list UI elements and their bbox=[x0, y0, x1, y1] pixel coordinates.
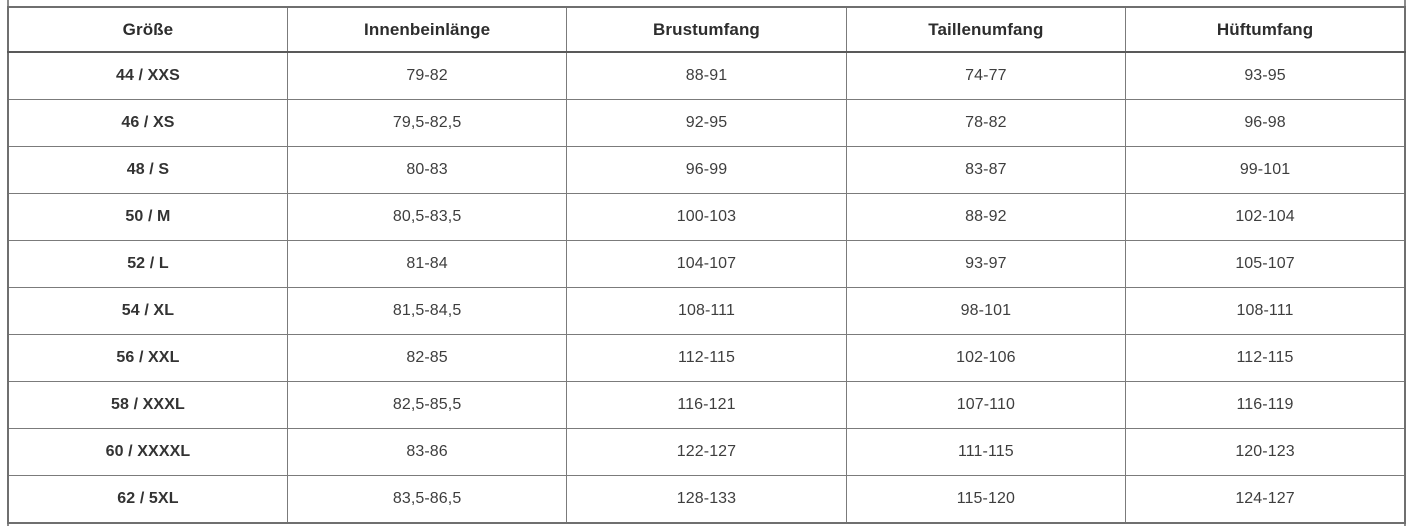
size-cell: 50 / M bbox=[7, 193, 288, 241]
value-cell: 88-92 bbox=[845, 193, 1127, 241]
value-cell: 82,5-85,5 bbox=[286, 381, 568, 429]
value-cell: 112-115 bbox=[566, 334, 847, 382]
value-cell: 96-98 bbox=[1125, 99, 1406, 147]
size-cell: 48 / S bbox=[7, 146, 288, 194]
value-cell: 108-111 bbox=[566, 287, 847, 335]
value-cell: 80-83 bbox=[286, 146, 568, 194]
value-cell: 88-91 bbox=[566, 51, 847, 100]
value-cell: 124-127 bbox=[1125, 475, 1406, 524]
size-cell: 58 / XXXL bbox=[7, 381, 288, 429]
table-row: 44 / XXS 79-82 88-91 74-77 93-95 bbox=[7, 51, 1406, 100]
value-cell: 111-115 bbox=[845, 428, 1127, 476]
size-cell: 46 / XS bbox=[7, 99, 288, 147]
value-cell: 116-119 bbox=[1125, 381, 1406, 429]
column-header-innenbeinlaenge: Innenbeinlänge bbox=[286, 6, 568, 53]
value-cell: 79,5-82,5 bbox=[286, 99, 568, 147]
value-cell: 83-87 bbox=[845, 146, 1127, 194]
value-cell: 108-111 bbox=[1125, 287, 1406, 335]
table-row: 46 / XS 79,5-82,5 92-95 78-82 96-98 bbox=[7, 99, 1406, 147]
table-row: 58 / XXXL 82,5-85,5 116-121 107-110 116-119 bbox=[7, 381, 1406, 429]
value-cell: 115-120 bbox=[845, 475, 1127, 524]
value-cell: 82-85 bbox=[286, 334, 568, 382]
value-cell: 92-95 bbox=[566, 99, 847, 147]
value-cell: 83,5-86,5 bbox=[286, 475, 568, 524]
table-row: 54 / XL 81,5-84,5 108-111 98-101 108-111 bbox=[7, 287, 1406, 335]
value-cell: 81-84 bbox=[286, 240, 568, 288]
value-cell: 93-97 bbox=[845, 240, 1127, 288]
value-cell: 102-104 bbox=[1125, 193, 1406, 241]
value-cell: 105-107 bbox=[1125, 240, 1406, 288]
value-cell: 120-123 bbox=[1125, 428, 1406, 476]
column-header-brustumfang: Brustumfang bbox=[566, 6, 847, 53]
size-chart-header: Größe Innenbeinlänge Brustumfang Taillen… bbox=[7, 6, 1406, 53]
size-cell: 56 / XXL bbox=[7, 334, 288, 382]
value-cell: 98-101 bbox=[845, 287, 1127, 335]
value-cell: 74-77 bbox=[845, 51, 1127, 100]
value-cell: 112-115 bbox=[1125, 334, 1406, 382]
value-cell: 128-133 bbox=[566, 475, 847, 524]
value-cell: 96-99 bbox=[566, 146, 847, 194]
value-cell: 83-86 bbox=[286, 428, 568, 476]
size-cell: 54 / XL bbox=[7, 287, 288, 335]
value-cell: 116-121 bbox=[566, 381, 847, 429]
header-row: Größe Innenbeinlänge Brustumfang Taillen… bbox=[7, 6, 1406, 53]
size-chart-table: Größe Innenbeinlänge Brustumfang Taillen… bbox=[7, 6, 1406, 524]
value-cell: 79-82 bbox=[286, 51, 568, 100]
size-chart-body: 44 / XXS 79-82 88-91 74-77 93-95 46 / XS 79,5-… bbox=[7, 51, 1406, 524]
size-cell: 52 / L bbox=[7, 240, 288, 288]
value-cell: 122-127 bbox=[566, 428, 847, 476]
size-cell: 62 / 5XL bbox=[7, 475, 288, 524]
size-cell: 60 / XXXXL bbox=[7, 428, 288, 476]
table-row: 56 / XXL 82-85 112-115 102-106 112-115 bbox=[7, 334, 1406, 382]
value-cell: 100-103 bbox=[566, 193, 847, 241]
value-cell: 102-106 bbox=[845, 334, 1127, 382]
value-cell: 81,5-84,5 bbox=[286, 287, 568, 335]
value-cell: 107-110 bbox=[845, 381, 1127, 429]
value-cell: 80,5-83,5 bbox=[286, 193, 568, 241]
value-cell: 93-95 bbox=[1125, 51, 1406, 100]
table-row: 62 / 5XL 83,5-86,5 128-133 115-120 124-127 bbox=[7, 475, 1406, 524]
value-cell: 78-82 bbox=[845, 99, 1127, 147]
table-row: 60 / XXXXL 83-86 122-127 111-115 120-123 bbox=[7, 428, 1406, 476]
table-row: 48 / S 80-83 96-99 83-87 99-101 bbox=[7, 146, 1406, 194]
size-cell: 44 / XXS bbox=[7, 51, 288, 100]
value-cell: 99-101 bbox=[1125, 146, 1406, 194]
table-row: 52 / L 81-84 104-107 93-97 105-107 bbox=[7, 240, 1406, 288]
column-header-taillenumfang: Taillenumfang bbox=[845, 6, 1127, 53]
value-cell: 104-107 bbox=[566, 240, 847, 288]
column-header-groesse: Größe bbox=[7, 6, 288, 53]
table-row: 50 / M 80,5-83,5 100-103 88-92 102-104 bbox=[7, 193, 1406, 241]
column-header-hueftumfang: Hüftumfang bbox=[1125, 6, 1406, 53]
